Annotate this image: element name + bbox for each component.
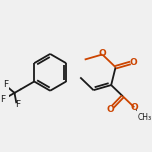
Text: O: O [131,103,138,112]
Text: O: O [107,105,114,114]
Text: F: F [15,100,20,109]
Text: O: O [130,58,137,67]
Text: CH₃: CH₃ [138,113,152,122]
Text: F: F [0,95,5,104]
Text: O: O [98,49,106,58]
Text: F: F [3,80,8,89]
